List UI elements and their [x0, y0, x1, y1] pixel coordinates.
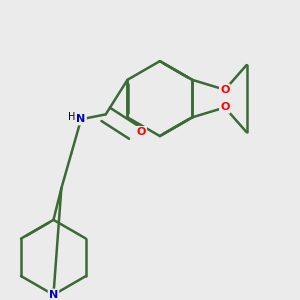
Text: H: H	[68, 112, 75, 122]
Text: O: O	[220, 85, 230, 95]
Text: N: N	[49, 290, 58, 300]
Text: O: O	[220, 103, 230, 112]
Text: N: N	[76, 114, 86, 124]
Text: O: O	[136, 127, 146, 137]
